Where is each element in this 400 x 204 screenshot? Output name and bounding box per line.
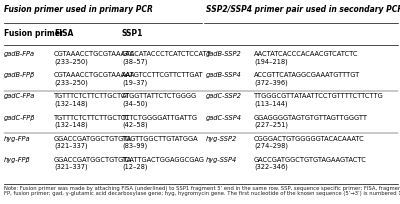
Text: gadB-FPβ: gadB-FPβ <box>4 72 35 78</box>
Text: CGTAAACCTGCGTAAAAA
(233–250): CGTAAACCTGCGTAAAAA (233–250) <box>54 72 135 85</box>
Text: AATGTCCTTCGTTCTTGAT
(19–37): AATGTCCTTCGTTCTTGAT (19–37) <box>122 72 204 85</box>
Text: GACCGATGGCTGTGTAGAAGTACTC
(322–346): GACCGATGGCTGTGTAGAAGTACTC (322–346) <box>254 156 367 170</box>
Text: TCATTGACTGGAGGCGAG
(12–28): TCATTGACTGGAGGCGAG (12–28) <box>122 156 205 170</box>
Text: TGTTTCTCTTCTTGCTCT
(132–148): TGTTTCTCTTCTTGCTCT (132–148) <box>54 114 130 128</box>
Text: gadC-FPa: gadC-FPa <box>4 93 35 99</box>
Text: hyg-FPβ: hyg-FPβ <box>4 156 31 162</box>
Text: ATGGTTATTCTCTGGGG
(34–50): ATGGTTATTCTCTGGGG (34–50) <box>122 93 197 106</box>
Text: hyg-SSP4: hyg-SSP4 <box>206 156 237 162</box>
Text: Fusion primer used in primary PCR: Fusion primer used in primary PCR <box>4 5 153 14</box>
Text: CGGGACTGTGGGGGTACACAAATC
(274–298): CGGGACTGTGGGGGTACACAAATC (274–298) <box>254 135 365 149</box>
Text: GGACCGATGGCTGTGTA
(321–337): GGACCGATGGCTGTGTA (321–337) <box>54 156 132 170</box>
Text: gadC-SSP4: gadC-SSP4 <box>206 114 242 120</box>
Text: FISA: FISA <box>54 29 73 38</box>
Text: gadB-SSP2: gadB-SSP2 <box>206 51 242 57</box>
Text: ACCGTTCATAGGCGAAATGTTTGT
(372–396): ACCGTTCATAGGCGAAATGTTTGT (372–396) <box>254 72 360 85</box>
Text: hyg-SSP2: hyg-SSP2 <box>206 135 237 141</box>
Text: GGACCGATGGCTGTGTA
(321–337): GGACCGATGGCTGTGTA (321–337) <box>54 135 132 149</box>
Text: Note: Fusion primer was made by attaching FISA (underlined) to SSP1 fragment 5’ : Note: Fusion primer was made by attachin… <box>4 185 400 195</box>
Text: TTGGGCGTТATAATTCCTGTТTTCTTCTTG
(113–144): TTGGGCGTТATAATTCCTGTТTTCTTCTTG (113–144) <box>254 93 384 106</box>
Text: GGAGGGGTAGTGTGTTAGTTGGGTT
(227–251): GGAGGGGTAGTGTGTTAGTTGGGTT (227–251) <box>254 114 368 128</box>
Text: TGGTTGGCTTGTATGGA
(83–99): TGGTTGGCTTGTATGGA (83–99) <box>122 135 199 149</box>
Text: Fusion primer: Fusion primer <box>4 29 64 38</box>
Text: SSP2/SSP4 primer pair used in secondary PCR: SSP2/SSP4 primer pair used in secondary … <box>206 5 400 14</box>
Text: SSP1: SSP1 <box>122 29 143 38</box>
Text: CGTAAACCTGCGTAAAAA
(233–250): CGTAAACCTGCGTAAAAA (233–250) <box>54 51 135 64</box>
Text: gadB-SSP4: gadB-SSP4 <box>206 72 242 78</box>
Text: gadB-FPa: gadB-FPa <box>4 51 35 57</box>
Text: gadC-FPβ: gadC-FPβ <box>4 114 36 120</box>
Text: gadC-SSP2: gadC-SSP2 <box>206 93 242 99</box>
Text: TCTCTGGGGATTGATТG
(42–58): TCTCTGGGGATTGATТG (42–58) <box>122 114 198 128</box>
Text: TGTTTCTCTTCTTGCTCT
(132–148): TGTTTCTCTTCTTGCTCT (132–148) <box>54 93 130 106</box>
Text: hyg-FPa: hyg-FPa <box>4 135 30 141</box>
Text: GTCCATACCCTCATCTCCATT
(38–57): GTCCATACCCTCATCTCCATT (38–57) <box>122 51 212 64</box>
Text: AACTATCACCCACAACGTCATCTC
(194–218): AACTATCACCCACAACGTCATCTC (194–218) <box>254 51 358 64</box>
